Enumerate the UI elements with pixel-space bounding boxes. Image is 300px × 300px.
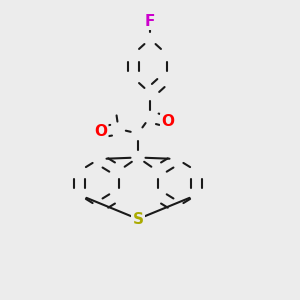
Text: O: O — [161, 114, 175, 129]
Text: F: F — [145, 14, 155, 28]
Text: O: O — [94, 124, 107, 140]
Text: S: S — [133, 212, 143, 226]
